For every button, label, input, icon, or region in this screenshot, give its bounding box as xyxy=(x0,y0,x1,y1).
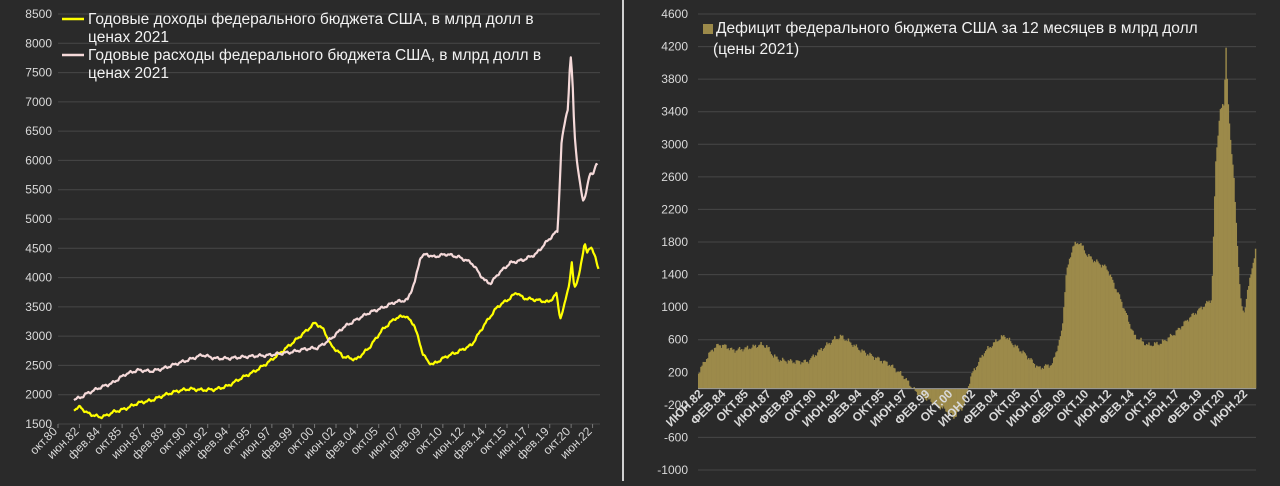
right-y-tick-label: 4200 xyxy=(661,40,688,54)
left-y-tick-label: 7500 xyxy=(25,66,52,80)
right-y-tick-label: 3400 xyxy=(661,105,688,119)
right-y-tick-label: 4600 xyxy=(661,7,688,21)
right-legend-swatch xyxy=(703,24,713,34)
left-y-tick-label: 6000 xyxy=(25,153,52,167)
right-y-tick-label: 200 xyxy=(668,365,688,379)
right-y-tick-label: 1400 xyxy=(661,268,688,282)
right-y-tick-label: 1000 xyxy=(661,300,688,314)
left-y-tick-label: 4500 xyxy=(25,241,52,255)
left-y-tick-label: 3000 xyxy=(25,329,52,343)
left-y-tick-label: 4000 xyxy=(25,271,52,285)
left-y-tick-label: 8000 xyxy=(25,36,52,50)
right-y-tick-label: 3800 xyxy=(661,72,688,86)
left-y-tick-label: 3500 xyxy=(25,300,52,314)
right-y-tick-label: 2600 xyxy=(661,170,688,184)
right-y-tick-label: 3000 xyxy=(661,137,688,151)
left-y-tick-label: 2000 xyxy=(25,388,52,402)
left-y-tick-label: 5500 xyxy=(25,183,52,197)
right-deficit-bar xyxy=(1255,249,1256,389)
left-y-tick-label: 2500 xyxy=(25,358,52,372)
right-y-tick-label: -600 xyxy=(664,430,688,444)
left-y-tick-label: 5000 xyxy=(25,212,52,226)
right-y-tick-label: 2200 xyxy=(661,202,688,216)
left-y-tick-label: 7000 xyxy=(25,95,52,109)
right-y-tick-label: 1800 xyxy=(661,235,688,249)
right-y-tick-label: -1000 xyxy=(657,463,688,477)
right-y-tick-label: 600 xyxy=(668,333,688,347)
left-y-tick-label: 8500 xyxy=(25,7,52,21)
left-y-tick-label: 6500 xyxy=(25,124,52,138)
